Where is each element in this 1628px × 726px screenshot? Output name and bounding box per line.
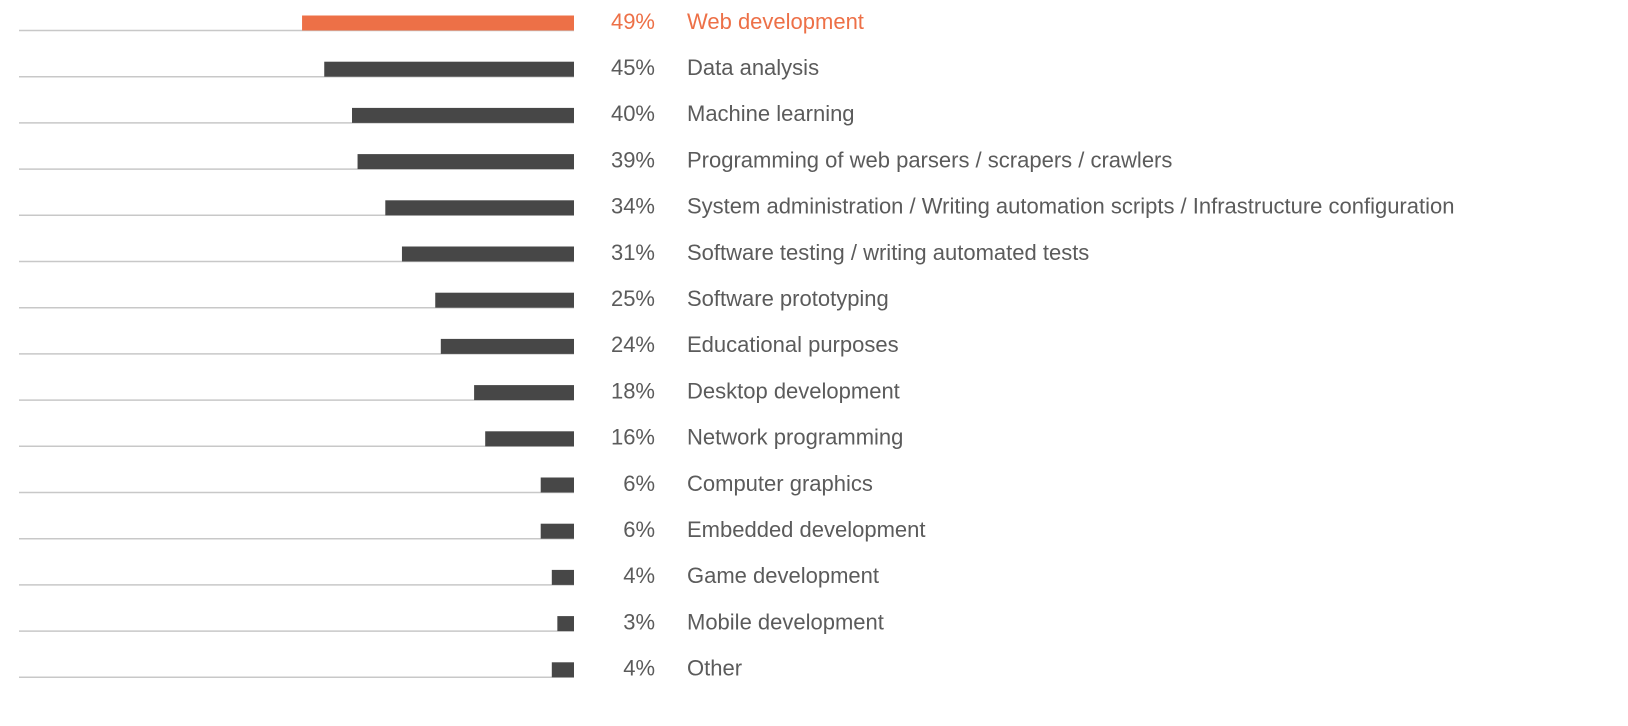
bar [557, 616, 574, 632]
category-label: Game development [687, 563, 879, 588]
category-label: Computer graphics [687, 471, 873, 496]
value-label: 3% [623, 609, 655, 634]
category-label: Desktop development [687, 378, 900, 403]
bar [435, 292, 574, 308]
bar [440, 338, 574, 354]
value-label: 6% [623, 471, 655, 496]
value-label: 4% [623, 656, 655, 681]
category-label: Software testing / writing automated tes… [687, 240, 1089, 265]
bar [474, 385, 574, 401]
bar [324, 61, 574, 77]
bar [357, 154, 574, 170]
category-label: Programming of web parsers / scrapers / … [687, 147, 1172, 172]
value-label: 24% [611, 332, 655, 357]
bar [551, 662, 574, 678]
bar [385, 200, 574, 216]
value-label: 25% [611, 286, 655, 311]
bar [540, 477, 574, 493]
value-label: 39% [611, 147, 655, 172]
bar [302, 15, 574, 31]
bar [401, 246, 574, 262]
category-label: Web development [687, 9, 864, 34]
category-label: Software prototyping [687, 286, 889, 311]
category-label: System administration / Writing automati… [687, 194, 1454, 219]
bar [352, 107, 574, 123]
category-label: Embedded development [687, 517, 926, 542]
category-label: Data analysis [687, 55, 819, 80]
value-label: 6% [623, 517, 655, 542]
value-label: 16% [611, 425, 655, 450]
value-label: 4% [623, 563, 655, 588]
value-label: 18% [611, 378, 655, 403]
bar [485, 431, 574, 447]
value-label: 49% [611, 9, 655, 34]
category-label: Network programming [687, 425, 903, 450]
category-label: Mobile development [687, 609, 884, 634]
value-label: 34% [611, 194, 655, 219]
value-label: 31% [611, 240, 655, 265]
category-label: Other [687, 656, 742, 681]
value-label: 45% [611, 55, 655, 80]
value-label: 40% [611, 101, 655, 126]
bar [551, 569, 574, 585]
category-label: Educational purposes [687, 332, 899, 357]
bar [540, 523, 574, 539]
category-label: Machine learning [687, 101, 855, 126]
